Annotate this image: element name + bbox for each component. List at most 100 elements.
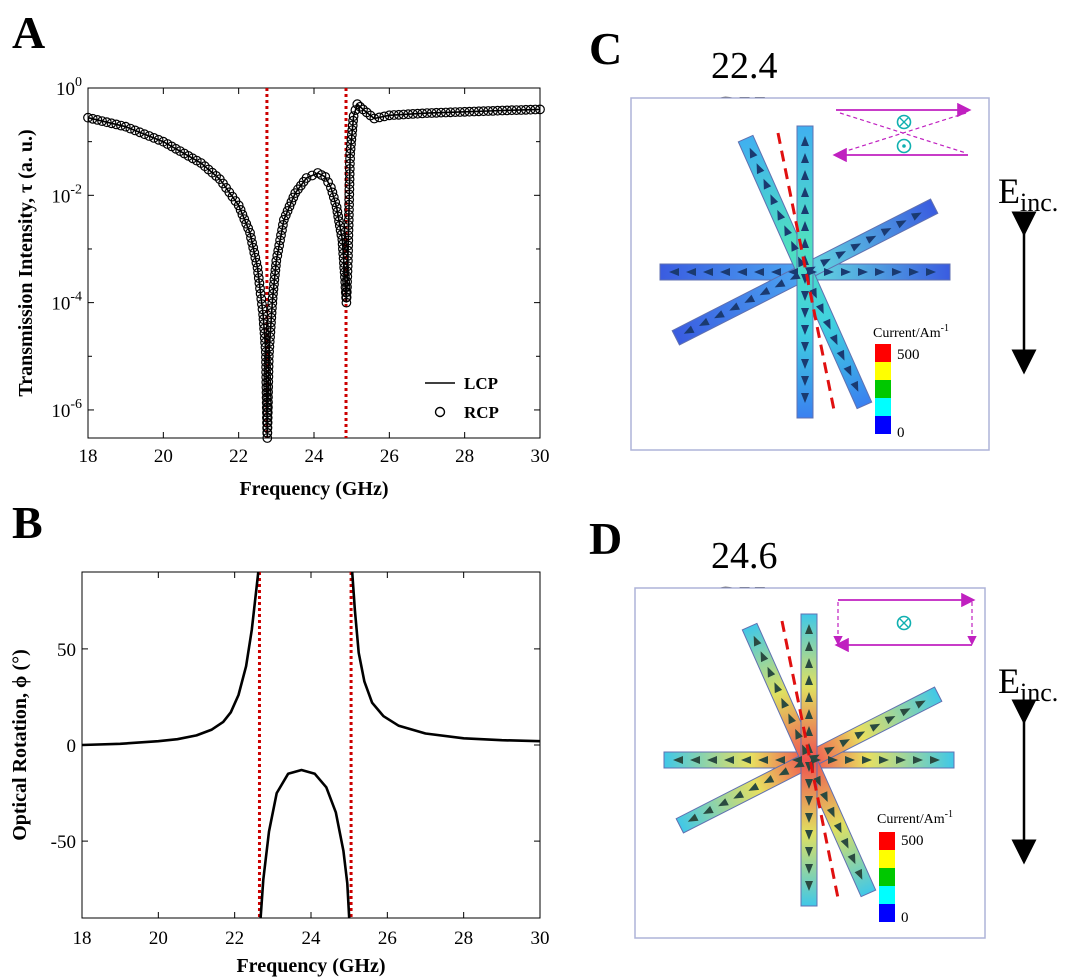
- current-direction-arrow: [759, 287, 771, 296]
- current-direction-arrow: [767, 666, 776, 678]
- rcp-data-point: [355, 101, 366, 112]
- rcp-data-point: [343, 225, 354, 236]
- rcp-data-point: [134, 127, 145, 138]
- rcp-data-point: [530, 104, 541, 115]
- rcp-data-point: [257, 304, 268, 315]
- current-direction-arrow: [673, 756, 683, 764]
- rcp-data-point: [130, 125, 141, 136]
- rcp-data-point: [263, 387, 274, 397]
- rcp-data-point: [521, 104, 531, 115]
- rcp-data-point: [262, 422, 273, 433]
- rcp-data-point: [301, 173, 312, 183]
- rcp-data-point: [342, 261, 353, 272]
- current-direction-arrow: [733, 790, 744, 799]
- colorbar-swatch: [879, 850, 895, 868]
- rcp-data-point: [338, 248, 349, 259]
- current-direction-arrow: [774, 279, 786, 288]
- current-direction-arrow: [718, 798, 729, 807]
- current-direction-arrow: [875, 268, 885, 276]
- current-direction-arrow: [754, 268, 764, 276]
- rcp-data-point: [345, 143, 356, 154]
- rcp-data-point: [342, 271, 353, 282]
- rcp-data-point: [346, 134, 357, 145]
- rcp-data-point: [248, 242, 259, 253]
- rcp-data-point: [455, 107, 465, 117]
- rcp-data-point: [347, 129, 357, 140]
- optical-rotation-y-axis-label: Optical Rotation, ϕ (°): [9, 649, 31, 841]
- rcp-data-point: [266, 312, 277, 323]
- rcp-data-point: [342, 266, 353, 277]
- current-direction-arrow: [770, 194, 779, 206]
- current-direction-arrow: [778, 767, 790, 776]
- rcp-data-point: [341, 297, 352, 308]
- panel-d-colorbar-max: 500: [901, 833, 924, 849]
- current-direction-arrow: [915, 700, 926, 709]
- current-direction-arrow: [820, 791, 828, 802]
- transmission-legend: LCP RCP: [425, 374, 499, 422]
- rcp-data-point: [262, 412, 273, 423]
- rcp-data-point: [332, 206, 343, 217]
- transmission-y-tick-label: 100: [56, 75, 82, 100]
- rcp-data-point: [239, 214, 250, 225]
- rcp-data-point: [264, 336, 275, 347]
- current-direction-arrow: [833, 822, 842, 834]
- current-direction-arrow: [801, 187, 809, 197]
- panel-d-current-map: Current/Am-1 500 0: [634, 587, 1037, 939]
- current-direction-arrow: [720, 268, 730, 276]
- current-direction-arrow: [801, 238, 809, 248]
- rcp-data-point: [249, 247, 260, 258]
- current-direction-arrow: [899, 708, 911, 717]
- rcp-data-point: [282, 205, 293, 216]
- current-direction-arrow: [820, 258, 831, 267]
- transmission-x-tick-label: 18: [79, 446, 98, 467]
- rcp-data-point: [369, 113, 380, 124]
- rcp-data-point: [265, 332, 276, 342]
- current-direction-arrow: [801, 325, 809, 335]
- rcp-data-point: [125, 123, 136, 134]
- current-direction-arrow: [805, 266, 816, 275]
- current-direction-arrow: [828, 756, 838, 764]
- rcp-data-point: [344, 209, 354, 220]
- current-direction-arrow: [763, 775, 775, 784]
- rcp-data-point: [263, 366, 274, 377]
- current-direction-arrow: [805, 675, 813, 685]
- current-direction-arrow: [758, 756, 768, 764]
- current-direction-arrow: [703, 268, 713, 276]
- current-direction-arrow: [805, 813, 813, 823]
- rcp-data-point: [384, 110, 395, 121]
- current-direction-arrow: [805, 709, 813, 719]
- rcp-data-point: [331, 202, 342, 213]
- rcp-data-point: [343, 215, 354, 225]
- rcp-data-point: [343, 220, 354, 231]
- rcp-data-point: [245, 227, 255, 238]
- current-direction-arrow: [801, 393, 809, 403]
- rcp-data-point: [268, 288, 278, 299]
- rcp-data-point: [492, 105, 503, 116]
- rcp-data-point: [412, 108, 423, 119]
- current-direction-arrow: [774, 682, 783, 694]
- rcp-data-point: [153, 134, 164, 145]
- current-direction-arrow: [703, 805, 714, 814]
- rcp-data-point: [431, 107, 442, 118]
- current-direction-arrow: [801, 170, 809, 180]
- current-direction-arrow: [690, 756, 700, 764]
- rcp-data-point: [352, 99, 363, 110]
- rcp-data-point: [344, 169, 355, 179]
- rcp-data-point: [264, 341, 275, 352]
- rcp-data-point: [263, 356, 274, 367]
- rcp-data-point: [506, 105, 517, 116]
- rcp-data-point: [265, 322, 276, 333]
- panel-d-letter: D: [589, 513, 623, 564]
- panel-d-colorbar-title: Current/Am-1: [877, 809, 953, 827]
- rcp-data-point: [241, 218, 252, 229]
- rcp-data-point: [235, 204, 246, 215]
- current-direction-arrow: [801, 308, 809, 318]
- rcp-data-point: [469, 106, 480, 117]
- rcp-data-point: [344, 194, 355, 205]
- rcp-data-point: [253, 273, 264, 283]
- current-direction-arrow: [862, 756, 872, 764]
- current-direction-arrow: [884, 716, 896, 725]
- rcp-data-point: [269, 274, 280, 285]
- current-direction-arrow: [869, 723, 881, 732]
- rotation-x-tick-label: 28: [454, 928, 473, 949]
